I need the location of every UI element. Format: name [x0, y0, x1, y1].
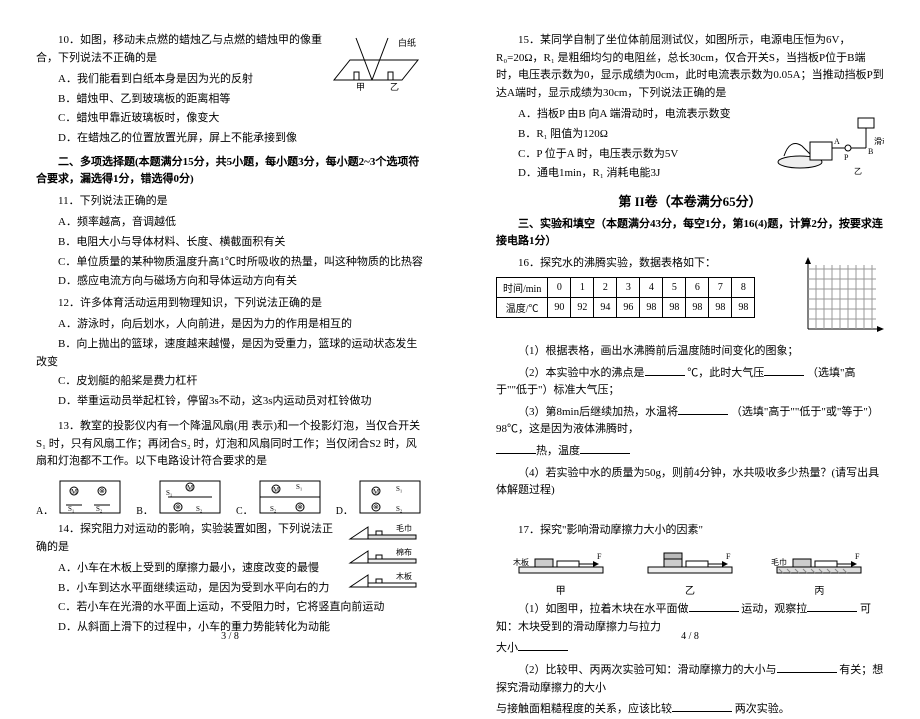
- section3-heading: 三、实验和填空（本题满分43分，每空1分，第16(4)题，计算2分，按要求连接电…: [496, 216, 884, 251]
- svg-text:M: M: [273, 486, 280, 494]
- page-number-left: 3 / 8: [0, 631, 460, 642]
- q16-table: 时间/min0 12 34 56 78 温度/℃90 9294 9698 989…: [496, 277, 755, 318]
- svg-text:⊗: ⊗: [175, 503, 181, 511]
- q12-opt-c: C．皮划艇的船桨是费力杠杆: [36, 373, 424, 391]
- svg-text:F: F: [726, 552, 731, 561]
- q10-fig-a: 甲: [356, 82, 365, 92]
- svg-text:滑动: 滑动: [874, 136, 884, 146]
- svg-text:S₁: S₁: [68, 505, 74, 513]
- q16-p3b: 热，温度: [496, 443, 884, 461]
- q10-fig-paper: 白纸: [398, 37, 416, 48]
- q17-fig-c: F 毛巾 丙: [771, 545, 867, 597]
- q11-opt-c: C．单位质量的某种物质温度升高1℃时所吸收的热量，叫这种物质的比热容: [36, 254, 424, 272]
- q15-figure: A B P 滑动 乙: [774, 108, 884, 178]
- q13-opt-b: B． M S₁ ⊗ S₂: [136, 477, 224, 517]
- svg-text:毛巾: 毛巾: [771, 557, 787, 567]
- q17-p2b: 与接触面粗糙程度的关系，应该比较 两次实验。: [496, 701, 884, 719]
- q11-opt-a: A．频率越高，音调越低: [36, 214, 424, 232]
- svg-text:⊗: ⊗: [297, 503, 303, 511]
- circuit-a-icon: M ⊗ S₁ S₂: [56, 477, 124, 517]
- svg-text:棉布: 棉布: [396, 547, 412, 557]
- svg-text:S₁: S₁: [396, 485, 402, 493]
- q17-fig-b: F 乙: [642, 545, 738, 597]
- q10-opt-d: D．在蜡烛乙的位置放置光屏，屏上不能承接到像: [36, 130, 424, 148]
- q16-graph-grid: [798, 257, 884, 337]
- svg-text:M: M: [71, 488, 78, 496]
- q17-label-c: 丙: [771, 582, 867, 597]
- svg-text:A: A: [834, 137, 840, 146]
- section2-heading: 二、多项选择题(本题满分15分，共5小题，每小题3分，每小题2~3个选项符合要求…: [36, 154, 424, 189]
- part2-title: 第 II卷（本卷满分65分）: [496, 191, 884, 210]
- q13-label-b: B．: [136, 502, 153, 517]
- q11-opt-b: B．电阻大小与导体材料、长度、横截面积有关: [36, 234, 424, 252]
- circuit-b-icon: M S₁ ⊗ S₂: [156, 477, 224, 517]
- circuit-d-icon: M S₁ ⊗ S₂: [356, 477, 424, 517]
- q13-label-c: C．: [236, 502, 253, 517]
- q12-stem: 12．许多体育活动运用到物理知识，下列说法正确的是: [36, 295, 424, 313]
- svg-text:S₂: S₂: [270, 505, 277, 513]
- table-row: 温度/℃90 9294 9698 9898 9898: [497, 297, 755, 317]
- svg-text:S₂: S₂: [396, 505, 403, 513]
- svg-text:毛巾: 毛巾: [396, 523, 412, 533]
- svg-text:S₁: S₁: [296, 483, 302, 491]
- table-row: 时间/min0 12 34 56 78: [497, 277, 755, 297]
- page-number-right: 4 / 8: [460, 631, 920, 642]
- q17-p2: （2）比较甲、丙两次实验可知：滑动摩擦力的大小与 有关；想探究滑动摩擦力的大小: [496, 662, 884, 697]
- q17-label-a: 甲: [513, 582, 609, 597]
- svg-text:乙: 乙: [854, 167, 862, 176]
- svg-text:P: P: [844, 153, 849, 162]
- q11-opt-d: D．感应电流方向与磁场方向和导体运动方向有关: [36, 273, 424, 291]
- q17-label-b: 乙: [642, 582, 738, 597]
- page-left: 白纸 甲 乙 10．如图，移动未点燃的蜡烛乙与点燃的蜡烛甲的像重合，下列说法不正…: [0, 0, 460, 656]
- q12-opt-b: B．向上抛出的篮球，速度越来越慢，是因为受重力，篮球的运动状态发生改变: [36, 336, 424, 371]
- page-right: 15．某同学自制了坐位体前屈测试仪，如图所示，电源电压恒为6V，R₀=20Ω，R…: [460, 0, 920, 656]
- q10-figure: 白纸 甲 乙: [332, 30, 424, 92]
- svg-text:B: B: [868, 147, 873, 156]
- svg-text:M: M: [187, 484, 194, 492]
- q13-opt-a: A． M ⊗ S₁ S₂: [36, 477, 124, 517]
- q17-p1b: 大小: [496, 640, 884, 658]
- q10-opt-c: C．蜡烛甲靠近玻璃板时，像变大: [36, 110, 424, 128]
- q13-label-a: A．: [36, 502, 53, 517]
- q11-stem: 11．下列说法正确的是: [36, 193, 424, 211]
- q16-p1: （1）根据表格，画出水沸腾前后温度随时间变化的图象；: [496, 343, 884, 361]
- q17-fig-a: F 木板 甲: [513, 545, 609, 597]
- svg-text:⊗: ⊗: [99, 487, 105, 495]
- q12-opt-d: D．举重运动员举起杠铃，停留3s不动，这3s内运动员对杠铃做功: [36, 393, 424, 411]
- svg-text:S₁: S₁: [166, 489, 172, 497]
- q10-opt-b: B．蜡烛甲、乙到玻璃板的距离相等: [36, 91, 424, 109]
- q13-stem: 13．教室的投影仪内有一个降温风扇(用 表示)和一个投影灯泡，当仅合开关 S₁ …: [36, 418, 424, 471]
- q14-opt-c: C．若小车在光滑的水平面上运动，不受阻力时，它将竖直向前运动: [36, 599, 424, 617]
- q12-opt-a: A．游泳时，向后划水，人向前进，是因为力的作用是相互的: [36, 316, 424, 334]
- q16-p2: （2）本实验中水的沸点是 ℃，此时大气压 （选填"高于""低于"）标准大气压；: [496, 365, 884, 400]
- svg-text:F: F: [855, 552, 860, 561]
- svg-text:M: M: [373, 488, 380, 496]
- q15-stem: 15．某同学自制了坐位体前屈测试仪，如图所示，电源电压恒为6V，R₀=20Ω，R…: [496, 32, 884, 102]
- q13-label-d: D．: [336, 502, 353, 517]
- q16-p4: （4）若实验中水的质量为50g，则前4分钟，水共吸收多少热量？(请写出具体解题过…: [496, 465, 884, 500]
- q14-figure: 毛巾 棉布 木板: [346, 521, 424, 591]
- svg-text:F: F: [597, 552, 602, 561]
- q17-stem: 17．探究"影响滑动摩擦力大小的因素": [496, 522, 884, 540]
- circuit-c-icon: M S₁ ⊗ S₂: [256, 477, 324, 517]
- q13-opt-d: D． M S₁ ⊗ S₂: [336, 477, 424, 517]
- q16-p3: （3）第8min后继续加热，水温将 （选填"高于""低于"或"等于"）98℃，这…: [496, 404, 884, 439]
- svg-text:S₂: S₂: [96, 505, 103, 513]
- svg-text:S₂: S₂: [196, 505, 203, 513]
- q10-fig-b: 乙: [390, 82, 399, 92]
- svg-text:⊗: ⊗: [373, 503, 379, 511]
- q17-figures: F 木板 甲 F 乙 F 毛巾: [496, 545, 884, 597]
- svg-text:木板: 木板: [396, 571, 412, 581]
- q13-options-row: A． M ⊗ S₁ S₂ B． M S₁ ⊗ S₂ C．: [36, 477, 424, 517]
- svg-text:木板: 木板: [513, 557, 529, 567]
- q13-opt-c: C． M S₁ ⊗ S₂: [236, 477, 324, 517]
